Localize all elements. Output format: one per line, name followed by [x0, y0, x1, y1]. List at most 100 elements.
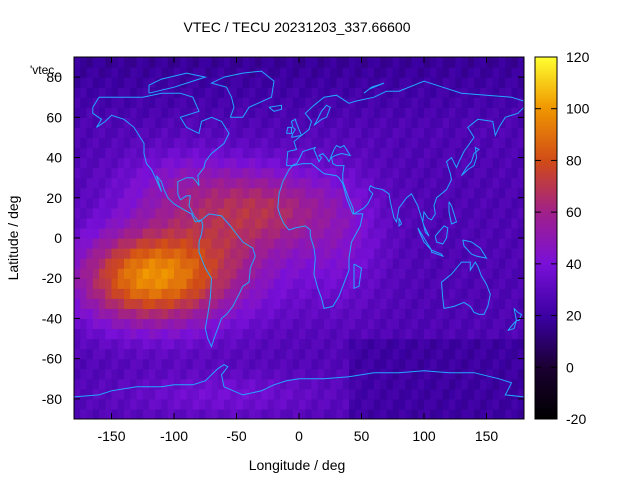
heatmap-cell [205, 117, 213, 128]
heatmap-cell [436, 288, 444, 299]
heatmap-cell [174, 368, 181, 380]
heatmap-cell [367, 278, 375, 289]
heatmap-cell [392, 268, 400, 279]
heatmap-cell [486, 358, 494, 370]
heatmap-cell [186, 117, 194, 128]
heatmap-cell [355, 378, 363, 390]
heatmap-cell [186, 67, 194, 78]
heatmap-cell [386, 288, 394, 299]
heatmap-cell [367, 308, 375, 320]
heatmap-cell [405, 328, 413, 340]
heatmap-cell [461, 127, 469, 139]
heatmap-cell [130, 97, 138, 108]
heatmap-cell [486, 187, 494, 199]
heatmap-cell [267, 248, 275, 259]
heatmap-cell [274, 258, 281, 269]
heatmap-cell [417, 318, 425, 330]
heatmap-cell [386, 217, 394, 229]
heatmap-cell [317, 318, 325, 330]
heatmap-cell [255, 127, 263, 139]
heatmap-cell [192, 177, 200, 189]
heatmap-cell [342, 87, 350, 98]
heatmap-cell [130, 358, 138, 370]
heatmap-cell [474, 358, 481, 370]
heatmap-cell [249, 288, 256, 299]
heatmap-cell [205, 177, 213, 189]
heatmap-cell [511, 217, 519, 229]
heatmap-cell [280, 328, 288, 340]
heatmap-cell [224, 137, 231, 149]
heatmap-cell [330, 238, 338, 249]
heatmap-cell [455, 107, 463, 118]
heatmap-cell [517, 177, 524, 189]
heatmap-cell [467, 308, 475, 320]
heatmap-cell [124, 238, 131, 249]
heatmap-cell [192, 338, 200, 350]
heatmap-cell [161, 348, 169, 360]
heatmap-cell [399, 408, 406, 419]
heatmap-cell [486, 318, 494, 330]
heatmap-cell [86, 258, 94, 269]
heatmap-cell [99, 227, 106, 239]
heatmap-cell [374, 107, 381, 118]
heatmap-cell [342, 117, 350, 128]
heatmap-cell [74, 137, 81, 149]
heatmap-cell [149, 147, 156, 159]
heatmap-cell [142, 177, 150, 189]
heatmap-cell [261, 137, 269, 149]
heatmap-cell [392, 238, 400, 249]
heatmap-cell [261, 328, 269, 340]
heatmap-cell [292, 288, 300, 299]
heatmap-cell [392, 358, 400, 370]
heatmap-cell [292, 278, 300, 289]
heatmap-cell [324, 57, 331, 68]
heatmap-cell [380, 157, 388, 169]
heatmap-cell [349, 238, 356, 249]
heatmap-cell [242, 217, 250, 229]
heatmap-cell [130, 288, 138, 299]
heatmap-cell [499, 227, 506, 239]
heatmap-cell [349, 157, 356, 169]
heatmap-cell [299, 97, 306, 108]
heatmap-cell [236, 177, 244, 189]
heatmap-cell [417, 388, 425, 400]
heatmap-cell [474, 348, 481, 360]
heatmap-cell [449, 177, 456, 189]
heatmap-cell [224, 57, 231, 68]
heatmap-cell [292, 137, 300, 149]
heatmap-cell [342, 97, 350, 108]
heatmap-cell [480, 278, 488, 289]
heatmap-cell [486, 207, 494, 219]
heatmap-cell [292, 107, 300, 118]
coastline-segment [290, 118, 303, 138]
heatmap-cell [192, 368, 200, 380]
heatmap-cell [361, 177, 369, 189]
heatmap-cell [142, 318, 150, 330]
heatmap-cell [474, 217, 481, 229]
heatmap-cell [517, 368, 524, 380]
heatmap-cell [124, 107, 131, 118]
heatmap-cell [342, 248, 350, 259]
heatmap-cell [280, 298, 288, 309]
heatmap-cell [317, 127, 325, 139]
heatmap-cell [499, 338, 506, 350]
heatmap-cell [511, 157, 519, 169]
heatmap-cell [374, 268, 381, 279]
heatmap-cell [292, 87, 300, 98]
heatmap-cell [92, 147, 100, 159]
heatmap-cell [224, 368, 231, 380]
coastline-segment [148, 72, 208, 94]
heatmap-cell [124, 217, 131, 229]
heatmap-cell [480, 87, 488, 98]
heatmap-cell [261, 408, 269, 419]
heatmap-cell [386, 207, 394, 219]
heatmap-cell [480, 258, 488, 269]
heatmap-cell [474, 378, 481, 390]
heatmap-cell [411, 77, 419, 88]
heatmap-cell [374, 348, 381, 360]
heatmap-cell [124, 378, 131, 390]
heatmap-cell [311, 87, 319, 98]
heatmap-cell [417, 197, 425, 209]
heatmap-cell [142, 398, 150, 410]
heatmap-cell [136, 57, 144, 68]
